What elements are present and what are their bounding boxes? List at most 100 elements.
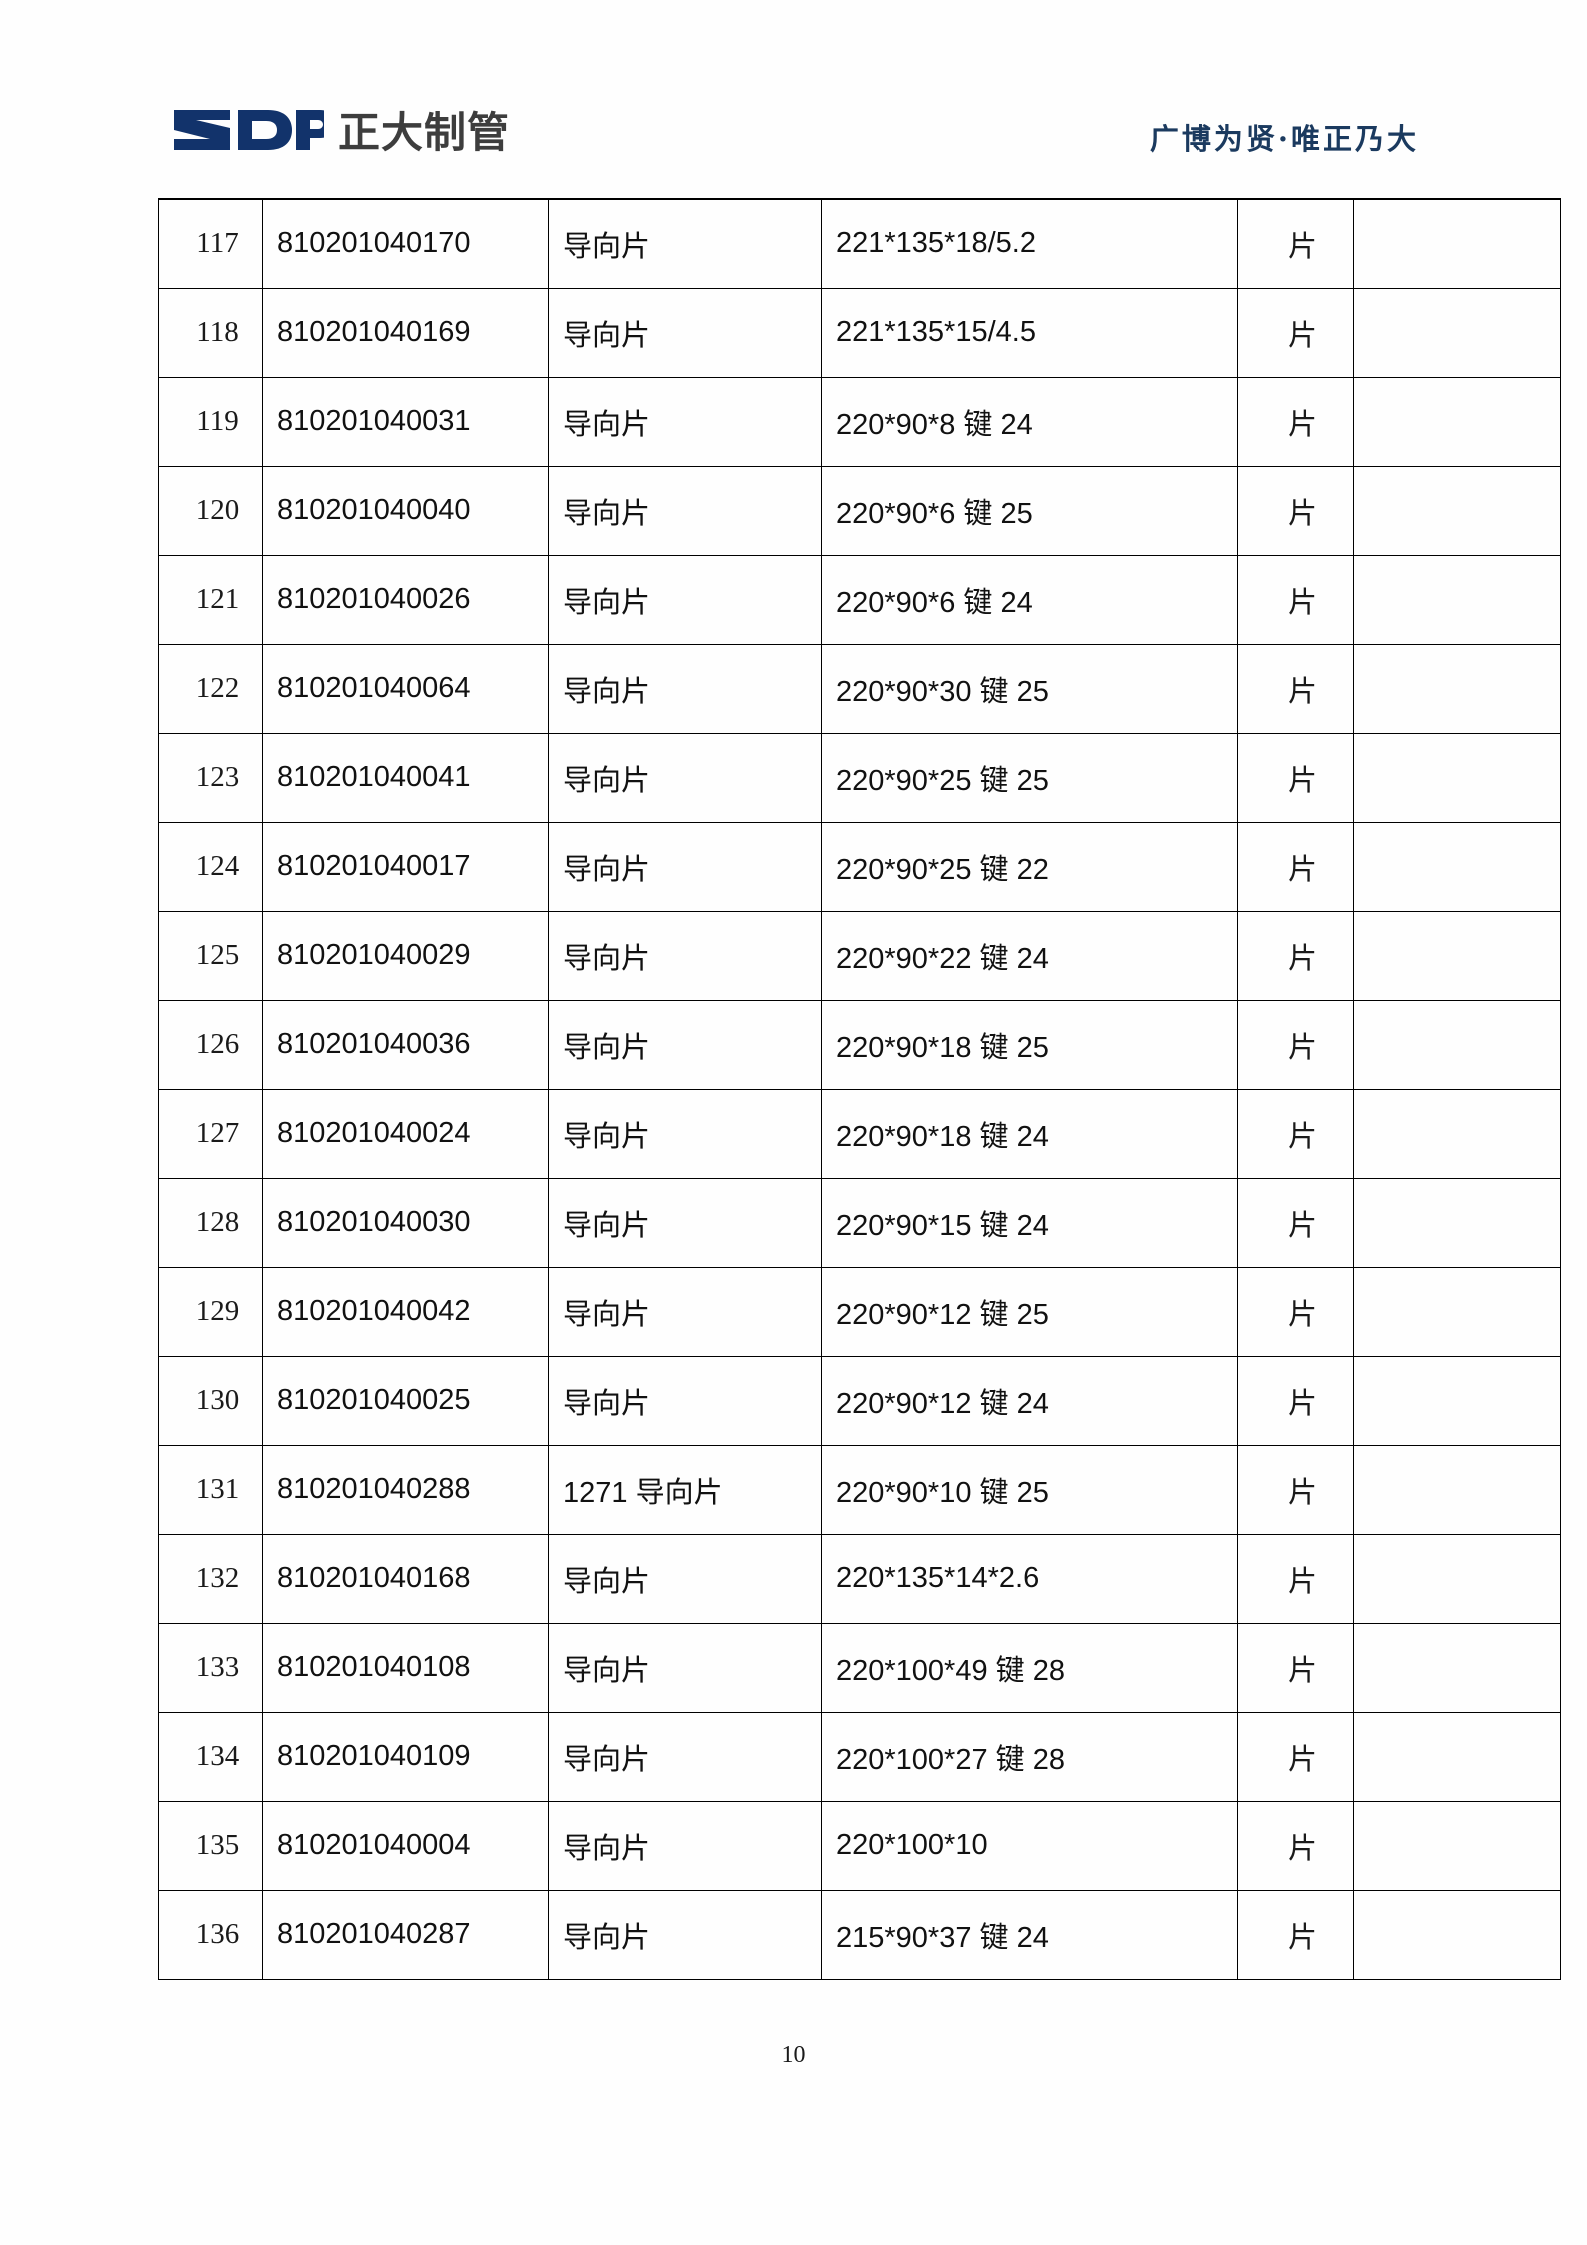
cell-unit: 片 (1237, 287, 1354, 378)
table-row: 135 810201040004 导向片 220*100*10 片 (158, 1800, 1561, 1891)
cell-remark (1353, 999, 1561, 1090)
cell-remark (1353, 1533, 1561, 1624)
cell-material-code: 810201040041 (262, 732, 549, 823)
page-header: 正大制管 广博为贤·唯正乃大 (0, 108, 1587, 174)
cell-unit: 片 (1237, 1088, 1354, 1179)
table-row: 134 810201040109 导向片 220*100*27 键 28 片 (158, 1711, 1561, 1802)
cell-unit: 片 (1237, 999, 1354, 1090)
cell-material-code: 810201040169 (262, 287, 549, 378)
cell-specification: 220*100*49 键 28 (821, 1622, 1238, 1713)
table-row: 133 810201040108 导向片 220*100*49 键 28 片 (158, 1622, 1561, 1713)
table-row: 128 810201040030 导向片 220*90*15 键 24 片 (158, 1177, 1561, 1268)
cell-specification: 220*100*27 键 28 (821, 1711, 1238, 1802)
page-number: 10 (781, 2042, 806, 2068)
cell-specification: 220*90*18 键 25 (821, 999, 1238, 1090)
cell-remark (1353, 1889, 1561, 1980)
cell-unit: 片 (1237, 1622, 1354, 1713)
cell-index: 128 (158, 1177, 263, 1268)
table-row: 127 810201040024 导向片 220*90*18 键 24 片 (158, 1088, 1561, 1179)
cell-part-name: 导向片 (548, 1177, 822, 1268)
cell-index: 135 (158, 1800, 263, 1891)
cell-index: 136 (158, 1889, 263, 1980)
cell-remark (1353, 1800, 1561, 1891)
cell-index: 130 (158, 1355, 263, 1446)
cell-material-code: 810201040109 (262, 1711, 549, 1802)
cell-material-code: 810201040288 (262, 1444, 549, 1535)
cell-specification: 220*90*18 键 24 (821, 1088, 1238, 1179)
cell-remark (1353, 376, 1561, 467)
table-row: 129 810201040042 导向片 220*90*12 键 25 片 (158, 1266, 1561, 1357)
cell-unit: 片 (1237, 1444, 1354, 1535)
cell-material-code: 810201040004 (262, 1800, 549, 1891)
cell-unit: 片 (1237, 1800, 1354, 1891)
cell-remark (1353, 198, 1561, 289)
cell-part-name: 导向片 (548, 376, 822, 467)
cell-specification: 220*90*22 键 24 (821, 910, 1238, 1001)
cell-specification: 220*90*12 键 25 (821, 1266, 1238, 1357)
cell-material-code: 810201040030 (262, 1177, 549, 1268)
table-row: 125 810201040029 导向片 220*90*22 键 24 片 (158, 910, 1561, 1001)
table-row: 122 810201040064 导向片 220*90*30 键 25 片 (158, 643, 1561, 734)
cell-specification: 220*90*12 键 24 (821, 1355, 1238, 1446)
cell-unit: 片 (1237, 465, 1354, 556)
cell-unit: 片 (1237, 376, 1354, 467)
cell-remark (1353, 643, 1561, 734)
cell-unit: 片 (1237, 1533, 1354, 1624)
cell-index: 126 (158, 999, 263, 1090)
table-row: 119 810201040031 导向片 220*90*8 键 24 片 (158, 376, 1561, 467)
cell-index: 123 (158, 732, 263, 823)
cell-specification: 220*90*6 键 24 (821, 554, 1238, 645)
cell-remark (1353, 287, 1561, 378)
cell-specification: 215*90*37 键 24 (821, 1889, 1238, 1980)
cell-remark (1353, 1711, 1561, 1802)
cell-part-name: 导向片 (548, 1266, 822, 1357)
cell-index: 133 (158, 1622, 263, 1713)
cell-part-name: 1271 导向片 (548, 1444, 822, 1535)
cell-remark (1353, 554, 1561, 645)
company-name-cn: 正大制管 (338, 107, 511, 157)
cell-material-code: 810201040064 (262, 643, 549, 734)
cell-material-code: 810201040017 (262, 821, 549, 912)
cell-unit: 片 (1237, 1355, 1354, 1446)
cell-specification: 220*135*14*2.6 (821, 1533, 1238, 1624)
cell-specification: 220*90*30 键 25 (821, 643, 1238, 734)
cell-specification: 220*90*6 键 25 (821, 465, 1238, 556)
cell-remark (1353, 465, 1561, 556)
cell-unit: 片 (1237, 554, 1354, 645)
cell-index: 127 (158, 1088, 263, 1179)
table-row: 123 810201040041 导向片 220*90*25 键 25 片 (158, 732, 1561, 823)
table-row: 124 810201040017 导向片 220*90*25 键 22 片 (158, 821, 1561, 912)
cell-part-name: 导向片 (548, 554, 822, 645)
cell-part-name: 导向片 (548, 1088, 822, 1179)
cell-unit: 片 (1237, 732, 1354, 823)
cell-remark (1353, 1177, 1561, 1268)
cell-material-code: 810201040031 (262, 376, 549, 467)
table-row: 121 810201040026 导向片 220*90*6 键 24 片 (158, 554, 1561, 645)
cell-material-code: 810201040036 (262, 999, 549, 1090)
company-logo: 正大制管 (172, 108, 510, 157)
cell-remark (1353, 1444, 1561, 1535)
cell-part-name: 导向片 (548, 1711, 822, 1802)
cell-remark (1353, 1266, 1561, 1357)
cell-remark (1353, 910, 1561, 1001)
cell-part-name: 导向片 (548, 910, 822, 1001)
cell-specification: 220*90*25 键 25 (821, 732, 1238, 823)
cell-material-code: 810201040108 (262, 1622, 549, 1713)
parts-table: 117 810201040170 导向片 221*135*18/5.2 片 118 8102… (158, 198, 1561, 1980)
cell-index: 129 (158, 1266, 263, 1357)
table-row: 132 810201040168 导向片 220*135*14*2.6 片 (158, 1533, 1561, 1624)
cell-unit: 片 (1237, 1889, 1354, 1980)
table-row: 120 810201040040 导向片 220*90*6 键 25 片 (158, 465, 1561, 556)
table-row: 136 810201040287 导向片 215*90*37 键 24 片 (158, 1889, 1561, 1980)
cell-unit: 片 (1237, 910, 1354, 1001)
table-row: 118 810201040169 导向片 221*135*15/4.5 片 (158, 287, 1561, 378)
cell-material-code: 810201040287 (262, 1889, 549, 1980)
cell-part-name: 导向片 (548, 287, 822, 378)
cell-index: 134 (158, 1711, 263, 1802)
cell-specification: 220*90*10 键 25 (821, 1444, 1238, 1535)
cell-part-name: 导向片 (548, 1355, 822, 1446)
cell-material-code: 810201040042 (262, 1266, 549, 1357)
cell-remark (1353, 732, 1561, 823)
cell-specification: 220*90*8 键 24 (821, 376, 1238, 467)
